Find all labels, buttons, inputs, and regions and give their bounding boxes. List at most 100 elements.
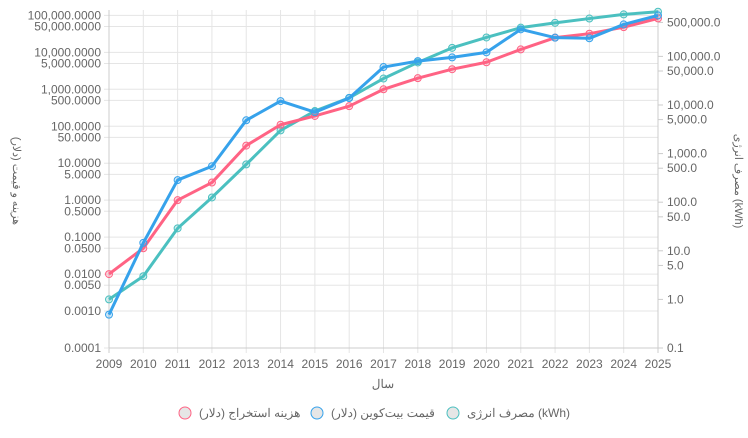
y-tick-label: 100.0000 bbox=[51, 119, 101, 133]
x-tick-label: 2020 bbox=[473, 357, 500, 371]
y2-tick-label: 50,000.0 bbox=[667, 64, 714, 78]
y-tick-label: 1,000.0000 bbox=[41, 82, 101, 96]
data-point bbox=[516, 45, 525, 54]
x-tick-label: 2016 bbox=[336, 357, 363, 371]
data-point bbox=[173, 176, 182, 185]
data-point bbox=[105, 310, 113, 319]
x-tick-label: 2025 bbox=[645, 357, 672, 371]
data-point bbox=[551, 33, 560, 42]
data-point bbox=[207, 178, 216, 187]
data-point bbox=[345, 94, 354, 103]
data-point bbox=[413, 74, 422, 83]
data-point bbox=[139, 238, 148, 247]
series-lines bbox=[105, 7, 662, 319]
data-point bbox=[516, 25, 525, 34]
data-point bbox=[551, 18, 560, 27]
data-point bbox=[413, 57, 422, 66]
x-tick-label: 2011 bbox=[165, 357, 191, 371]
y-tick-label: 50.0000 bbox=[58, 130, 102, 144]
grid bbox=[104, 10, 663, 353]
y2-tick-label: 1,000.0 bbox=[667, 147, 707, 161]
left-axis-title: هزینه و قیمت (دلار) bbox=[10, 137, 22, 225]
x-tick-label: 2013 bbox=[233, 357, 260, 371]
data-point bbox=[379, 85, 388, 94]
x-tick-label: 2012 bbox=[199, 357, 226, 371]
data-point bbox=[448, 65, 457, 74]
data-point bbox=[276, 120, 285, 129]
data-point bbox=[242, 141, 251, 150]
data-point bbox=[379, 74, 388, 83]
data-point bbox=[482, 48, 491, 57]
y-tick-label: 10.0000 bbox=[58, 156, 102, 170]
series-line bbox=[108, 16, 659, 276]
x-tick-label: 2010 bbox=[130, 357, 157, 371]
data-point bbox=[207, 162, 216, 171]
data-point bbox=[619, 10, 628, 19]
data-point bbox=[585, 34, 594, 43]
series-line bbox=[108, 10, 659, 301]
y-tick-label: 1.0000 bbox=[64, 193, 101, 207]
series-line bbox=[107, 13, 659, 316]
y-tick-label: 0.0100 bbox=[64, 267, 101, 281]
data-point bbox=[310, 108, 319, 117]
data-point bbox=[242, 116, 251, 125]
y-tick-label: 0.0001 bbox=[64, 341, 101, 355]
legend-label: قیمت بیت‌کوین (دلار) bbox=[331, 406, 435, 420]
y-tick-label: 0.0010 bbox=[64, 304, 101, 318]
y-tick-label: 0.5000 bbox=[64, 204, 101, 218]
x-tick-label: 2022 bbox=[542, 357, 569, 371]
y-tick-label: 500.0000 bbox=[51, 93, 101, 107]
y2-tick-label: 10,000.0 bbox=[667, 98, 714, 112]
data-point bbox=[345, 102, 354, 111]
data-point bbox=[482, 58, 491, 67]
y-tick-label: 5,000.0000 bbox=[41, 56, 101, 70]
y2-tick-label: 10.0 bbox=[667, 244, 691, 258]
y-tick-label: 0.0500 bbox=[64, 241, 101, 255]
y-tick-label: 0.1000 bbox=[64, 230, 101, 244]
x-tick-label: 2019 bbox=[439, 357, 466, 371]
y-tick-label: 10,000.0000 bbox=[34, 45, 101, 59]
y-tick-label: 5.0000 bbox=[64, 167, 101, 181]
x-axis-ticks: 2009 2010 2011 2012 2013 2014 2015 2016 2017 2018… bbox=[96, 357, 672, 371]
x-tick-label: 2017 bbox=[370, 357, 397, 371]
y2-tick-label: 5.0 bbox=[667, 258, 684, 272]
right-axis-title: مصرف انرژی (kWh) bbox=[732, 134, 744, 228]
y2-tick-label: 100.0 bbox=[667, 195, 697, 209]
data-point bbox=[276, 97, 285, 106]
y2-tick-label: 50.0 bbox=[667, 210, 691, 224]
x-tick-label: 2023 bbox=[576, 357, 603, 371]
data-point bbox=[173, 196, 182, 205]
data-point bbox=[276, 126, 285, 135]
y2-tick-label: 1.0 bbox=[667, 292, 684, 306]
x-tick-label: 2021 bbox=[507, 357, 534, 371]
y2-tick-label: 500,000.0 bbox=[667, 15, 721, 29]
x-tick-label: 2024 bbox=[610, 357, 637, 371]
legend: هزینه استخراج (دلار) قیمت بیت‌کوین (دلار)… bbox=[178, 406, 570, 420]
data-point bbox=[619, 20, 628, 29]
legend-marker bbox=[310, 406, 324, 420]
x-axis-title: سال bbox=[372, 377, 394, 391]
y2-tick-label: 5,000.0 bbox=[667, 113, 707, 127]
data-point bbox=[105, 270, 113, 279]
x-tick-label: 2014 bbox=[267, 357, 294, 371]
legend-marker bbox=[178, 406, 192, 420]
data-point bbox=[448, 53, 457, 62]
legend-label: هزینه استخراج (دلار) bbox=[199, 406, 300, 420]
data-point bbox=[242, 160, 251, 169]
data-point bbox=[139, 272, 148, 281]
y2-tick-label: 100,000.0 bbox=[667, 49, 721, 63]
legend-label: مصرف انرژی (kWh) bbox=[467, 406, 570, 420]
right-axis-ticks: 500,000.0 100,000.050,000.0 10,000.05,000.… bbox=[667, 15, 721, 355]
y-tick-label: 100,000.0000 bbox=[28, 8, 102, 22]
y2-tick-label: 500.0 bbox=[667, 161, 697, 175]
y2-tick-label: 0.1 bbox=[667, 341, 684, 355]
x-tick-label: 2009 bbox=[96, 357, 123, 371]
data-point bbox=[654, 11, 662, 20]
x-tick-label: 2015 bbox=[302, 357, 329, 371]
data-point bbox=[585, 14, 594, 23]
y-tick-label: 50,000.0000 bbox=[34, 20, 101, 34]
data-point bbox=[105, 295, 113, 304]
y-tick-label: 0.0050 bbox=[64, 278, 101, 292]
